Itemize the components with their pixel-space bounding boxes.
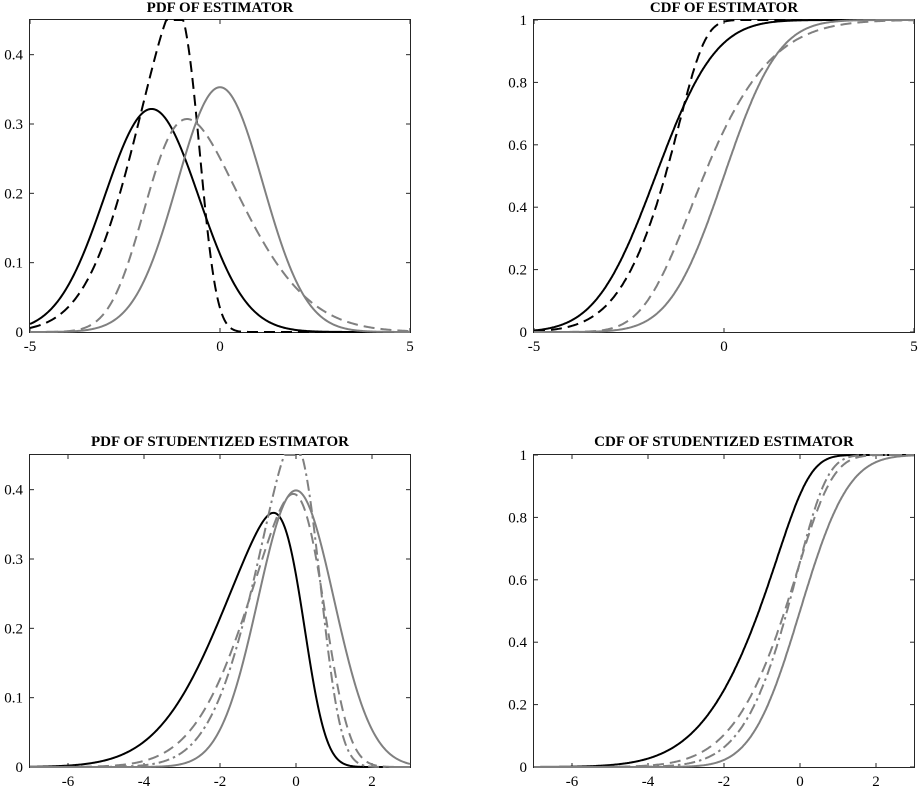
axes-box (29, 454, 411, 768)
panel-cdf-studentized: CDF OF STUDENTIZED ESTIMATOR -6 -4 -2 0 2 0 0.… (508, 434, 915, 790)
y-tick-label: 0.4 (508, 200, 527, 216)
series-line-gray-solid (533, 19, 915, 333)
series-layer (533, 454, 915, 768)
series-line-gray-dashed (533, 19, 915, 333)
y-tick-label: 0 (520, 325, 528, 341)
series-line-gray-dashed (29, 492, 411, 768)
axes-box (29, 19, 411, 333)
y-tick-label: 0.2 (4, 621, 23, 637)
y-tick-label: 1 (520, 448, 528, 464)
series-line-black-solid (29, 511, 411, 768)
axis-ticks: -5 0 500.20.40.60.81 (508, 13, 918, 355)
x-tick-label: -4 (138, 774, 151, 790)
panel-pdf-estimator: PDF OF ESTIMATOR -5 0 500.10.20.30.4 (4, 0, 414, 355)
x-tick-label: -4 (642, 774, 655, 790)
series-line-gray-dashdot (29, 454, 411, 768)
x-tick-label: -6 (566, 774, 579, 790)
x-tick-label: -2 (214, 774, 227, 790)
y-tick-label: 0.2 (4, 186, 23, 202)
y-tick-label: 0.1 (4, 691, 23, 707)
series-line-gray-dashed (29, 118, 411, 333)
y-tick-label: 0 (520, 760, 528, 776)
y-tick-label: 0.8 (508, 75, 527, 91)
series-line-gray-solid (533, 454, 915, 768)
x-tick-label: 0 (720, 339, 728, 355)
x-tick-label: 2 (872, 774, 880, 790)
x-tick-label: -5 (528, 339, 541, 355)
axes-box (533, 19, 915, 333)
x-tick-label: 5 (910, 339, 918, 355)
panel-title: CDF OF ESTIMATOR (650, 0, 799, 16)
x-tick-label: 2 (368, 774, 376, 790)
y-tick-label: 0 (16, 760, 24, 776)
x-tick-label: 0 (216, 339, 224, 355)
series-line-gray-solid (29, 86, 411, 333)
x-tick-label: -6 (62, 774, 75, 790)
y-tick-label: 0.6 (508, 138, 527, 154)
y-tick-label: 0.4 (508, 635, 527, 651)
series-layer (29, 19, 411, 333)
series-line-gray-dashdot (533, 454, 915, 768)
panel-pdf-studentized: PDF OF STUDENTIZED ESTIMATOR -6 -4 -2 0 2 0 0.… (4, 434, 411, 790)
panel-title: PDF OF ESTIMATOR (147, 0, 294, 16)
x-tick-label: 5 (406, 339, 414, 355)
y-tick-label: 0.4 (4, 48, 23, 64)
y-tick-label: 1 (520, 13, 528, 29)
y-tick-label: 0.2 (508, 698, 527, 714)
series-line-gray-solid (29, 489, 411, 768)
panel-cdf-estimator: CDF OF ESTIMATOR -5 0 500.20.40.60.81 (508, 0, 918, 355)
series-line-gray-dashed (533, 454, 915, 768)
y-tick-label: 0.3 (4, 117, 23, 133)
x-tick-label: -5 (24, 339, 37, 355)
axis-ticks: -6 -4 -2 0 2 0 0.2 0.4 0.6 0.8 1 (508, 448, 914, 790)
y-tick-label: 0.8 (508, 510, 527, 526)
x-tick-label: -2 (718, 774, 731, 790)
series-line-black-solid (29, 107, 411, 333)
series-layer (533, 19, 915, 333)
axes-box (533, 454, 915, 768)
y-tick-label: 0.3 (4, 552, 23, 568)
series-line-black-dashed (29, 19, 411, 333)
panel-title: PDF OF STUDENTIZED ESTIMATOR (91, 434, 349, 450)
y-tick-label: 0.4 (4, 483, 23, 499)
y-tick-label: 0 (16, 325, 24, 341)
y-tick-label: 0.2 (508, 263, 527, 279)
y-tick-label: 0.6 (508, 573, 527, 589)
axis-ticks: -5 0 500.10.20.30.4 (4, 20, 414, 355)
series-line-black-solid (533, 454, 915, 768)
x-tick-label: 0 (292, 774, 300, 790)
x-tick-label: 0 (796, 774, 804, 790)
axis-ticks: -6 -4 -2 0 2 0 0.1 0.2 0.3 0.4 (4, 455, 410, 790)
series-layer (29, 454, 411, 768)
y-tick-label: 0.1 (4, 256, 23, 272)
panel-title: CDF OF STUDENTIZED ESTIMATOR (594, 434, 854, 450)
